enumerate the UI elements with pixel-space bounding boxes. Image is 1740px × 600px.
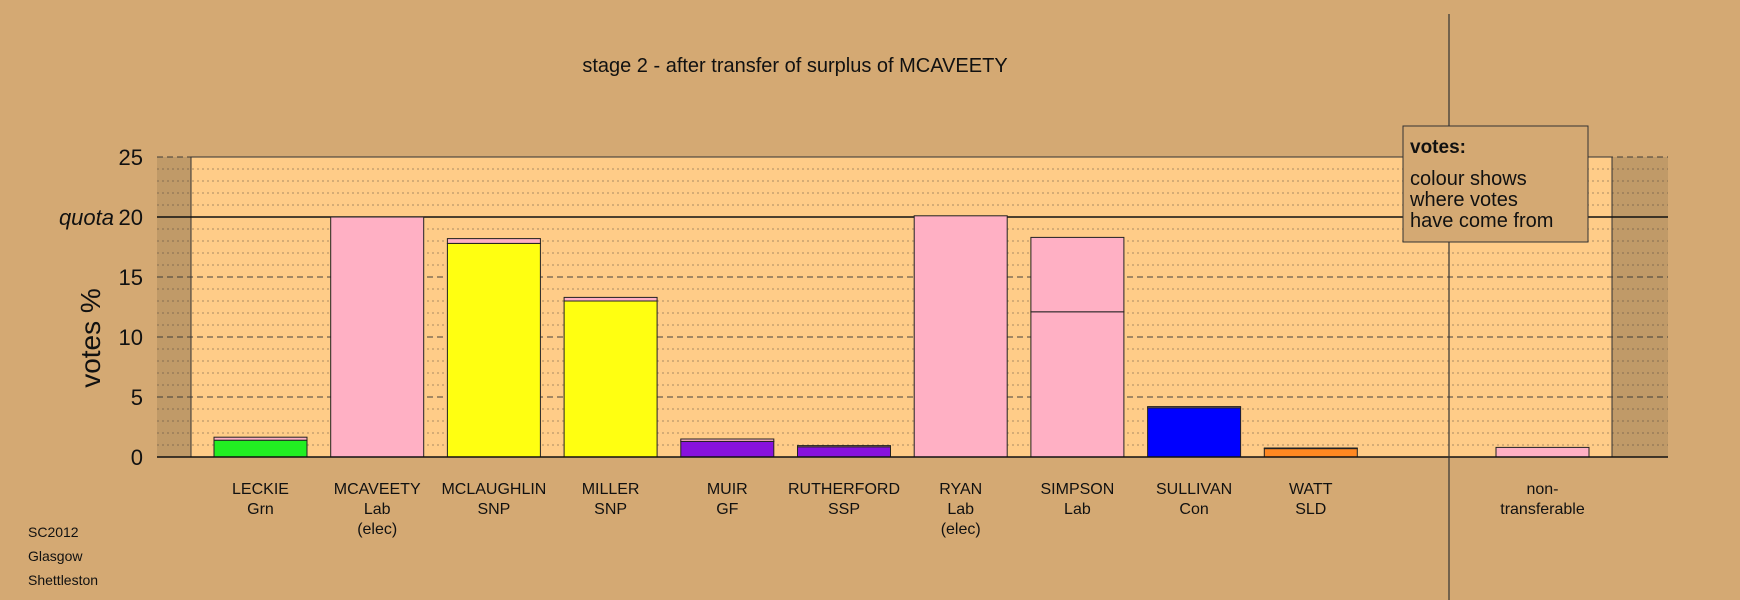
y-tick-label: 15 [119, 265, 143, 290]
label-ryan-line-0: RYAN [939, 481, 982, 498]
footer-line-2: Glasgow [28, 548, 83, 564]
label-rutherford-line-1: SSP [828, 501, 860, 518]
label-miller-line-1: SNP [594, 501, 627, 518]
bar-leckie-segment-1 [213, 436, 308, 441]
label-nontransferable-line-0: non- [1526, 481, 1558, 498]
label-leckie-line-1: Grn [247, 501, 274, 518]
bar-muir-segment-0 [680, 440, 775, 458]
bar-rutherford-segment-1 [797, 445, 891, 448]
bar-mcaveety-segment-0 [330, 216, 425, 458]
bar-rutherford-segment-0 [797, 446, 891, 458]
legend-line-3: have come from [1410, 210, 1553, 232]
bars [213, 215, 1590, 458]
bar-watt-segment-0 [1263, 448, 1358, 458]
label-mclaughlin-line-0: MCLAUGHLIN [441, 481, 546, 498]
y-tick-label: 25 [119, 145, 143, 170]
label-miller-line-0: MILLER [582, 481, 640, 498]
bar-mclaughlin-segment-1 [446, 238, 541, 244]
bar-sullivan-segment-0 [1147, 407, 1242, 458]
plot-area [190, 156, 1613, 458]
label-mcaveety-line-2: (elec) [357, 521, 397, 538]
chart-title: stage 2 - after transfer of surplus of M… [582, 55, 1007, 77]
y-tick-label: 10 [119, 325, 143, 350]
label-watt-line-0: WATT [1289, 481, 1333, 498]
y-tick-label: 0 [131, 445, 143, 470]
label-leckie-line-0: LECKIE [232, 481, 289, 498]
label-sullivan-line-0: SULLIVAN [1156, 481, 1232, 498]
y-tick-label: 5 [131, 385, 143, 410]
bar-miller-segment-0 [563, 300, 658, 458]
quota-label: quota [59, 205, 114, 230]
footer-line-3: Shettleston [28, 572, 98, 588]
label-rutherford-line-0: RUTHERFORD [788, 481, 900, 498]
label-muir-line-0: MUIR [707, 481, 748, 498]
bar-watt-segment-1 [1263, 447, 1358, 450]
y-axis-label: votes % [75, 288, 106, 388]
axes: 0 5 10 15 20 25 quota [59, 14, 1668, 600]
legend-box: votes: colour shows where votes have com… [1402, 125, 1589, 243]
label-mclaughlin-line-1: SNP [477, 501, 510, 518]
label-simpson-line-1: Lab [1064, 501, 1091, 518]
bar-simpson-segment-1 [1030, 236, 1125, 313]
bar-leckie-segment-0 [213, 439, 308, 458]
legend-line-2: where votes [1409, 189, 1518, 211]
label-ryan-line-1: Lab [947, 501, 974, 518]
label-simpson-line-0: SIMPSON [1041, 481, 1115, 498]
legend-title: votes: [1410, 137, 1466, 158]
label-mcaveety-line-0: MCAVEETY [334, 481, 421, 498]
footer-line-1: SC2012 [28, 524, 79, 540]
bar-mclaughlin-segment-0 [446, 242, 541, 458]
y-tick-label: 20 [119, 205, 143, 230]
label-muir-line-1: GF [716, 501, 738, 518]
bar-sullivan-segment-1 [1147, 406, 1242, 409]
label-mcaveety-line-1: Lab [364, 501, 391, 518]
legend-line-1: colour shows [1410, 168, 1527, 190]
category-labels: LECKIE Grn MCAVEETY Lab (elec) MCLAUGHLIN SNP M… [232, 481, 1585, 538]
bar-ryan-segment-0 [913, 215, 1008, 458]
label-watt-line-1: SLD [1295, 501, 1326, 518]
bar-simpson-segment-0 [1030, 311, 1125, 458]
bar-miller-segment-1 [563, 296, 658, 302]
bar-nontransferable-segment-0 [1495, 446, 1590, 458]
bar-muir-segment-1 [680, 438, 775, 442]
label-nontransferable-line-1: transferable [1500, 501, 1585, 518]
label-sullivan-line-1: Con [1179, 501, 1208, 518]
label-ryan-line-2: (elec) [941, 521, 981, 538]
legend-frame [1402, 125, 1589, 243]
